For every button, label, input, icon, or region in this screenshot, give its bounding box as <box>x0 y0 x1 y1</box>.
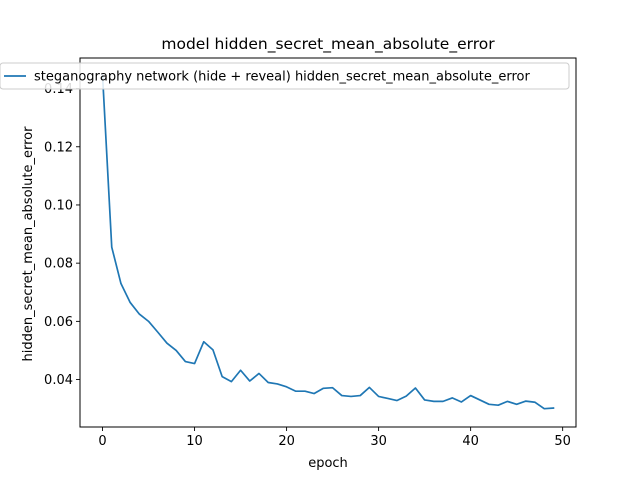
axes-frame <box>79 57 577 428</box>
legend-box <box>0 62 570 90</box>
y-axis-label: hidden_secret_mean_absolute_error <box>21 126 36 362</box>
plot-area: 0 10 20 30 40 500.040.060.080.100.120.14 <box>44 57 577 449</box>
y-tick-label: 0.06 <box>44 315 73 330</box>
y-tick-label: 0.12 <box>44 140 73 155</box>
chart-title: model hidden_secret_mean_absolute_error <box>161 35 495 54</box>
legend: steganography network (hide + reveal) hi… <box>0 62 570 90</box>
x-tick-label: 30 <box>370 434 387 449</box>
y-tick-label: 0.10 <box>44 198 73 213</box>
x-tick-label: 50 <box>554 434 571 449</box>
y-tick-label: 0.08 <box>44 257 73 272</box>
x-tick-label: 10 <box>186 434 203 449</box>
x-tick-label: 0 <box>98 434 106 449</box>
legend-label: steganography network (hide + reveal) hi… <box>34 70 530 85</box>
y-tick-label: 0.04 <box>44 373 73 388</box>
x-tick-label: 40 <box>462 434 479 449</box>
x-axis-label: epoch <box>308 456 348 471</box>
series-line-0 <box>101 74 555 410</box>
x-tick-label: 20 <box>278 434 295 449</box>
